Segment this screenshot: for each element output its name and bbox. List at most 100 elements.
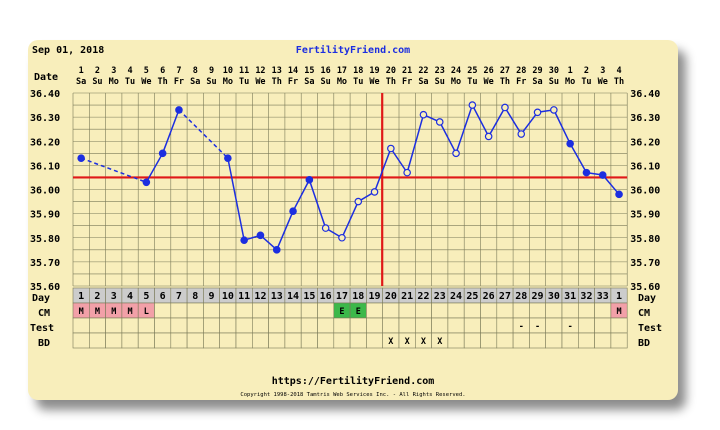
row-cell-test: [268, 317, 286, 334]
row-cell-bd: [333, 332, 351, 349]
row-cell-cm: [577, 302, 595, 319]
temp-point: [582, 168, 591, 177]
temp-line-segment: [455, 104, 474, 154]
y-tick-label-right: 36.00: [630, 186, 660, 197]
temp-point: [354, 197, 363, 206]
temp-line-segment: [178, 109, 229, 159]
row-text-bd: X: [421, 337, 426, 347]
row-cell-cm: [203, 302, 220, 319]
date-number: 19: [369, 66, 379, 76]
row-cell-test: [414, 317, 432, 334]
row-cell-bd: [561, 332, 579, 349]
row-cell-bd: [594, 332, 612, 349]
date-number: 1: [79, 66, 84, 76]
row-text-day: 1: [78, 291, 84, 302]
row-cell-cm: [252, 302, 269, 319]
test-label-left: Test: [30, 323, 54, 334]
date-number: 15: [304, 66, 314, 76]
weekday-label: Sa: [76, 77, 86, 87]
row-cell-cm: [268, 302, 286, 319]
temp-point: [550, 106, 558, 114]
temp-point: [321, 224, 330, 232]
date-number: 4: [127, 66, 132, 76]
row-cell-cm: [594, 302, 612, 319]
row-cell-bd: [268, 332, 286, 349]
weekday-label: Tu: [581, 77, 591, 87]
row-cell-bd: [284, 332, 302, 349]
row-text-test: -: [519, 322, 524, 332]
weekday-label: Tu: [467, 77, 477, 87]
row-text-day: 33: [597, 291, 609, 302]
temp-line-segment: [292, 179, 311, 212]
temp-point: [484, 132, 493, 141]
row-text-day: 21: [401, 291, 413, 302]
weekday-label: Tu: [353, 77, 363, 87]
weekday-label: Su: [321, 77, 331, 87]
temp-point: [175, 106, 183, 114]
date-number: 18: [353, 66, 363, 76]
temp-line-segment: [487, 107, 506, 137]
temp-point: [419, 110, 428, 119]
temp-line-segment: [341, 201, 359, 239]
weekday-label: Sa: [304, 77, 314, 87]
day-label-left: Day: [32, 293, 50, 304]
row-cell-test: [252, 317, 269, 334]
row-text-day: 29: [532, 291, 544, 302]
row-text-day: 15: [303, 291, 315, 302]
temp-line-segment: [471, 104, 490, 137]
temp-line-segment: [569, 143, 588, 173]
row-cell-cm: [382, 302, 400, 319]
temp-line-segment: [439, 121, 457, 154]
row-text-day: 11: [238, 291, 250, 302]
row-text-cm: M: [127, 307, 132, 317]
row-text-day: 30: [548, 291, 560, 302]
temp-point: [305, 176, 314, 184]
temp-point: [615, 190, 623, 199]
row-cell-bd: [203, 332, 220, 349]
date-number: 4: [616, 66, 621, 76]
date-number: 2: [584, 66, 589, 76]
weekday-label: Su: [549, 77, 559, 87]
date-number: 28: [516, 66, 526, 76]
row-cell-bd: [219, 332, 237, 349]
row-cell-test: [105, 317, 123, 334]
y-tick-label-right: 35.80: [630, 234, 660, 245]
date-number: 14: [288, 66, 298, 76]
row-cell-bd: [300, 332, 318, 349]
row-cell-test: [610, 317, 628, 334]
y-tick-label-right: 35.90: [630, 210, 660, 221]
row-text-day: 19: [369, 291, 381, 302]
footer-copyright: Copyright 1998-2018 Tamtris Web Services…: [240, 392, 465, 398]
date-number: 22: [418, 66, 428, 76]
y-tick-label-right: 35.60: [630, 282, 660, 293]
temp-point: [435, 118, 444, 126]
chart-card: 36.40 36.40 36.30 36.30 36.20 36.20 36.10 36.10…: [28, 40, 678, 400]
y-tick-label-right: 35.70: [630, 258, 660, 269]
row-cell-bd: [252, 332, 269, 349]
weekday-label: Th: [500, 77, 510, 87]
row-cell-bd: [463, 332, 481, 349]
weekday-label: We: [598, 77, 608, 87]
temp-line-segment: [406, 114, 425, 173]
y-tick-label-right: 36.20: [630, 137, 660, 148]
temp-point: [452, 149, 460, 158]
y-tick-label-right: 36.30: [630, 113, 660, 124]
date-number: 26: [484, 66, 494, 76]
weekday-label: We: [141, 77, 151, 87]
row-cell-test: [398, 317, 416, 334]
row-text-day: 9: [209, 291, 215, 302]
row-cell-test: [284, 317, 302, 334]
row-text-day: 14: [287, 291, 299, 302]
bd-label-right: BD: [638, 338, 650, 349]
temp-line-segment: [161, 109, 180, 154]
temp-line-segment: [373, 148, 392, 193]
row-cell-test: [137, 317, 155, 334]
row-text-day: 16: [320, 291, 332, 302]
row-cell-bd: [170, 332, 188, 349]
row-text-test: -: [568, 322, 573, 332]
temp-point: [468, 101, 477, 109]
date-label: Date: [34, 72, 58, 83]
date-number: 27: [500, 66, 510, 76]
date-number: 10: [223, 66, 233, 76]
weekday-label: Tu: [125, 77, 135, 87]
